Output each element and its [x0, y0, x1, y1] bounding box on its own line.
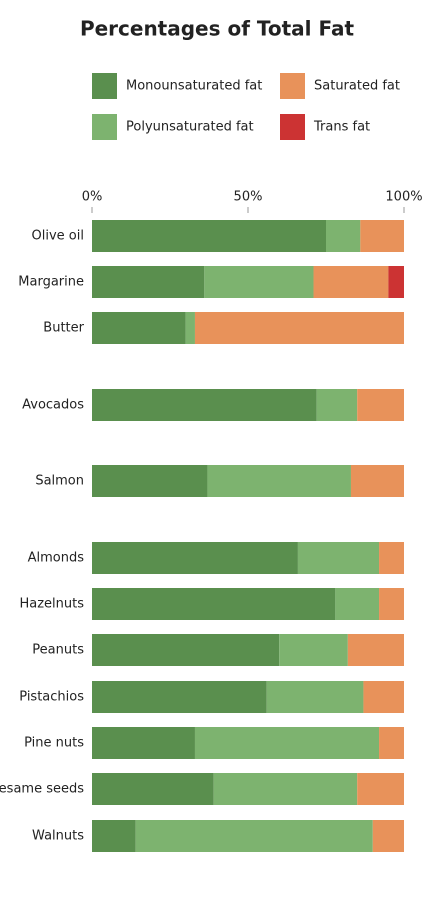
bar-segment	[379, 588, 404, 620]
bar-segment	[92, 634, 280, 666]
legend-label: Trans fat	[313, 120, 370, 135]
legend-label: Monounsaturated fat	[126, 79, 262, 94]
bar-segment	[92, 681, 267, 713]
category-label: Salmon	[35, 474, 84, 489]
bar-segment	[313, 266, 389, 298]
category-label: Butter	[43, 321, 84, 336]
legend-swatch	[92, 73, 117, 99]
bar-segment	[266, 681, 364, 713]
bar-segment	[279, 634, 348, 666]
bar-segment	[194, 312, 404, 344]
category-label: Margarine	[18, 275, 84, 290]
category-label: Peanuts	[32, 643, 84, 658]
bar-segment	[357, 389, 404, 421]
bar-segment	[92, 220, 326, 252]
x-tick-label: 100%	[385, 190, 422, 205]
bar-segment	[92, 820, 136, 852]
legend-label: Saturated fat	[314, 79, 400, 94]
bar-segment	[379, 542, 404, 574]
bar-segment	[357, 773, 404, 805]
bar-segment	[92, 266, 205, 298]
bar-segment	[92, 588, 336, 620]
legend-swatch	[280, 73, 305, 99]
bar-segment	[363, 681, 404, 713]
bar-segment	[347, 634, 404, 666]
category-label: Almonds	[28, 551, 85, 566]
bar-segment	[379, 727, 404, 759]
bar-segment	[92, 465, 208, 497]
category-label: Pistachios	[19, 690, 84, 705]
bar-segment	[92, 542, 298, 574]
bar-segment	[92, 312, 186, 344]
bar-segment	[360, 220, 404, 252]
bar-segment	[92, 773, 214, 805]
legend-swatch	[280, 114, 305, 140]
bar-segment	[213, 773, 358, 805]
category-label: Pine nuts	[24, 736, 84, 751]
bar-segment	[204, 266, 314, 298]
bar-segment	[92, 727, 195, 759]
bar-segment	[372, 820, 404, 852]
chart-title: Percentages of Total Fat	[80, 17, 355, 41]
bar-segment	[350, 465, 404, 497]
category-label: Hazelnuts	[19, 597, 84, 612]
bar-segment	[194, 727, 380, 759]
bar-segment	[326, 220, 361, 252]
legend-swatch	[92, 114, 117, 140]
category-label: Sesame seeds	[0, 782, 84, 797]
category-label: Walnuts	[32, 829, 84, 844]
category-label: Avocados	[22, 398, 84, 413]
bar-segment	[92, 389, 317, 421]
bar-segment	[135, 820, 373, 852]
bar-segment	[388, 266, 404, 298]
bar-segment	[207, 465, 351, 497]
bar-segment	[316, 389, 358, 421]
bar-segment	[297, 542, 380, 574]
bar-segment	[335, 588, 380, 620]
legend-label: Polyunsaturated fat	[126, 120, 254, 135]
x-tick-label: 0%	[82, 190, 103, 205]
x-tick-label: 50%	[234, 190, 263, 205]
category-label: Olive oil	[32, 229, 84, 244]
bar-segment	[185, 312, 195, 344]
